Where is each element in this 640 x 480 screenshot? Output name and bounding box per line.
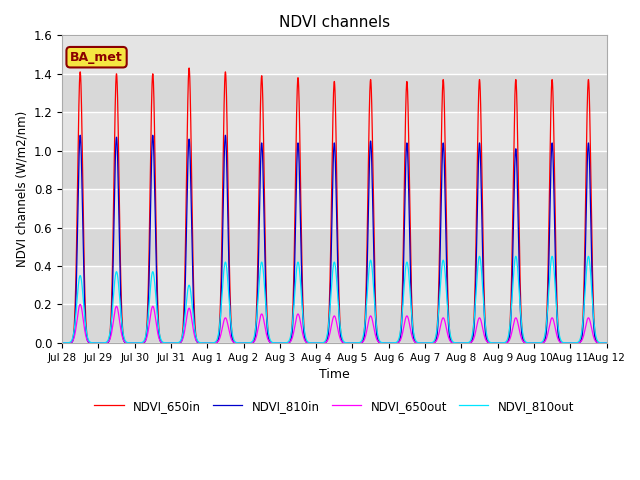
NDVI_650out: [487, 340, 495, 346]
NDVI_650in: [175, 340, 182, 346]
Text: BA_met: BA_met: [70, 51, 123, 64]
NDVI_810in: [603, 340, 611, 346]
NDVI_650out: [410, 337, 417, 343]
NDVI_810out: [58, 340, 66, 346]
NDVI_810in: [169, 340, 177, 346]
NDVI_810out: [262, 303, 269, 309]
NDVI_650in: [603, 340, 611, 346]
X-axis label: Time: Time: [319, 368, 349, 381]
NDVI_810out: [487, 340, 495, 346]
NDVI_810out: [603, 340, 611, 346]
Bar: [62, 266, 607, 304]
NDVI_650in: [487, 340, 495, 346]
NDVI_810in: [487, 340, 495, 346]
Bar: [62, 228, 607, 266]
Bar: [62, 151, 607, 189]
NDVI_810out: [584, 253, 592, 259]
NDVI_650in: [185, 65, 193, 71]
NDVI_650out: [58, 340, 66, 346]
NDVI_650in: [169, 340, 177, 346]
NDVI_810in: [262, 297, 270, 303]
Title: NDVI channels: NDVI channels: [279, 15, 390, 30]
NDVI_810in: [76, 132, 84, 138]
Bar: [62, 112, 607, 151]
NDVI_810out: [410, 328, 417, 334]
NDVI_810in: [58, 340, 66, 346]
NDVI_650out: [601, 340, 609, 346]
Bar: [62, 36, 607, 74]
NDVI_810in: [410, 335, 417, 340]
NDVI_650out: [262, 329, 270, 335]
Bar: [62, 74, 607, 112]
NDVI_650in: [58, 340, 66, 346]
Bar: [62, 304, 607, 343]
NDVI_810out: [169, 340, 177, 346]
Line: NDVI_650in: NDVI_650in: [62, 68, 607, 343]
NDVI_810out: [601, 340, 609, 346]
Legend: NDVI_650in, NDVI_810in, NDVI_650out, NDVI_810out: NDVI_650in, NDVI_810in, NDVI_650out, NDV…: [90, 395, 579, 417]
Line: NDVI_650out: NDVI_650out: [62, 304, 607, 343]
Line: NDVI_810in: NDVI_810in: [62, 135, 607, 343]
NDVI_650out: [169, 340, 177, 346]
NDVI_810in: [601, 340, 609, 346]
NDVI_650out: [603, 340, 611, 346]
NDVI_650in: [601, 340, 609, 346]
NDVI_810in: [175, 340, 182, 346]
NDVI_810out: [175, 339, 182, 345]
Y-axis label: NDVI channels (W/m2/nm): NDVI channels (W/m2/nm): [15, 111, 28, 267]
NDVI_650in: [410, 330, 417, 336]
NDVI_650in: [262, 274, 270, 279]
NDVI_650out: [175, 340, 182, 346]
Bar: [62, 189, 607, 228]
NDVI_650out: [76, 301, 84, 307]
Line: NDVI_810out: NDVI_810out: [62, 256, 607, 343]
